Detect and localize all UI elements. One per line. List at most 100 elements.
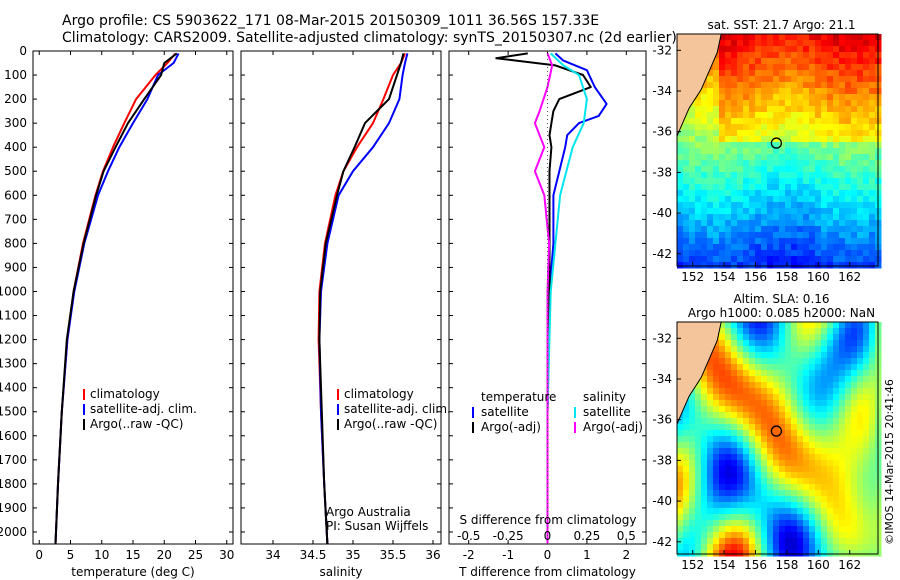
map-cell [701,412,708,419]
map-cell [695,178,702,185]
map-cell [785,106,792,113]
map-cell [689,424,696,431]
map-cell [773,52,780,59]
map-cell [833,172,840,179]
map-cell [713,412,720,419]
map-cell [731,538,738,545]
map-cell [713,100,720,107]
x-tick-label: 156 [744,270,767,284]
map-cell [701,172,708,179]
map-cell [701,256,708,263]
map-cell [719,424,726,431]
map-cell [827,382,834,389]
map-cell [851,490,858,497]
map-cell [869,46,876,53]
map-cell [797,388,804,395]
map-cell [749,202,756,209]
map-cell [689,148,696,155]
map-cell [743,238,750,245]
map-cell [833,424,840,431]
map-cell [737,226,744,233]
map-cell [749,208,756,215]
map-cell [749,526,756,533]
map-cell [845,88,852,95]
map-cell [863,76,870,83]
map-cell [755,472,762,479]
map-cell [821,256,828,263]
map-cell [683,520,690,527]
map-cell [773,178,780,185]
map-cell [839,160,846,167]
map-cell [755,208,762,215]
map-cell [863,466,870,473]
map-cell [767,520,774,527]
map-cell [725,82,732,89]
map-cell [743,256,750,263]
map-cell [827,412,834,419]
map-cell [845,544,852,551]
map-cell [785,148,792,155]
map-cell [731,454,738,461]
map-cell [743,226,750,233]
map-cell [713,118,720,125]
plot-frame [240,50,442,545]
map-cell [821,496,828,503]
map-cell [815,526,822,533]
map-frame [676,33,879,267]
map-cell [731,46,738,53]
map-cell [803,352,810,359]
map-cell [725,394,732,401]
map-cell [749,478,756,485]
map-cell [707,106,714,113]
map-cell [821,148,828,155]
map-cell [701,478,708,485]
map-cell [869,334,876,341]
map-cell [797,550,804,557]
map-cell [689,544,696,551]
map-cell [809,340,816,347]
map-cell [761,130,768,137]
map-cell [845,436,852,443]
map-cell [737,448,744,455]
map-cell [749,112,756,119]
map-cell [695,202,702,209]
map-cell [797,238,804,245]
map-cell [839,40,846,47]
map-cell [851,412,858,419]
map-cell [749,250,756,257]
map-cell [713,184,720,191]
map-cell [869,382,876,389]
map-cell [755,388,762,395]
map-cell [767,52,774,59]
map-cell [773,154,780,161]
map-cell [719,412,726,419]
map-cell [725,76,732,83]
map-cell [677,220,684,227]
map-cell [785,364,792,371]
map-cell [761,454,768,461]
map-cell [833,346,840,353]
map-cell [719,532,726,539]
map-cell [857,526,864,533]
map-cell [857,214,864,221]
map-cell [815,358,822,365]
map-cell [731,136,738,143]
map-cell [869,394,876,401]
panel-salinity: 34 34.5 35 35.5 36salinityclimatologysatelli… [240,50,451,579]
map-cell [731,172,738,179]
map-cell [791,484,798,491]
map-cell [857,232,864,239]
map-cell [719,496,726,503]
map-cell [845,442,852,449]
map-cell [845,250,852,257]
map-cell [761,334,768,341]
map-cell [845,532,852,539]
map-cell [815,538,822,545]
map-cell [725,430,732,437]
map-cell [839,190,846,197]
map-cell [809,64,816,71]
map-cell [863,382,870,389]
map-cell [737,544,744,551]
map-cell [743,394,750,401]
map-cell [719,94,726,101]
